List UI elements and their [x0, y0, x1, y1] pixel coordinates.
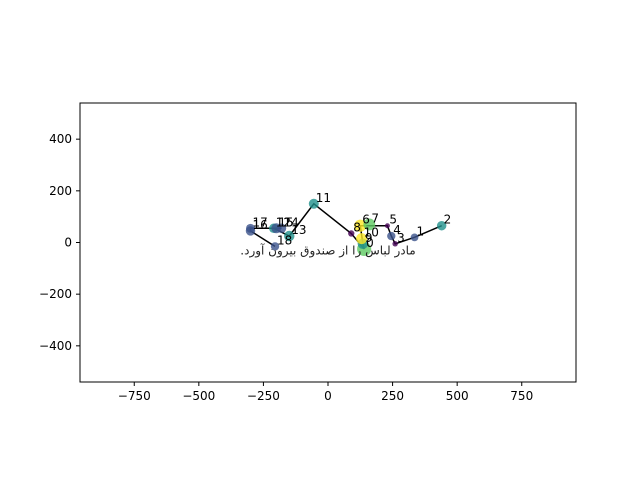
- scatter-point-5: [384, 223, 390, 229]
- point-label-3: 3: [397, 231, 405, 245]
- y-tick-label: 0: [64, 236, 72, 250]
- scatter-point-8: [348, 230, 355, 237]
- point-label-8: 8: [353, 220, 361, 234]
- y-tick-label: 200: [49, 184, 72, 198]
- x-tick-label: 750: [510, 389, 533, 403]
- point-label-11: 11: [316, 191, 331, 205]
- point-label-2: 2: [444, 213, 452, 227]
- scatter-point-3: [392, 241, 398, 247]
- point-label-1: 1: [417, 224, 425, 238]
- x-tick-label: 500: [446, 389, 469, 403]
- scatter-point-18: [270, 242, 280, 251]
- point-label-13: 13: [291, 223, 306, 237]
- scatter-point-1: [410, 233, 419, 242]
- point-label-14: 14: [284, 215, 299, 229]
- scatter-point-2: [436, 220, 447, 231]
- point-label-4: 4: [393, 223, 401, 237]
- data-points: [245, 198, 447, 257]
- point-label-5: 5: [389, 213, 397, 227]
- point-label-7: 7: [371, 211, 379, 225]
- y-tick-label: −400: [39, 339, 72, 353]
- point-label-12: 12: [276, 215, 291, 229]
- point-label-9: 9: [365, 231, 373, 245]
- scatter-point-10: [356, 233, 368, 245]
- scatter-point-4: [387, 231, 396, 241]
- x-tick-label: −250: [247, 389, 280, 403]
- y-tick-label: −200: [39, 287, 72, 301]
- scatter-point-13: [284, 230, 295, 242]
- scatter-point-7: [363, 218, 376, 231]
- scatter-point-11: [308, 198, 319, 209]
- scatter-point-6: [354, 219, 367, 232]
- scatter-point-17: [246, 223, 255, 233]
- point-label-0: 0: [366, 236, 374, 250]
- chart-caption: مادر لباس را از صندوق بیرون آورد.: [240, 242, 415, 258]
- x-tick-label: −500: [182, 389, 215, 403]
- point-label-15: 15: [278, 215, 293, 229]
- point-label-17: 17: [253, 215, 268, 229]
- x-tick-label: 0: [324, 389, 332, 403]
- plot-frame: [79, 102, 577, 383]
- point-label-18: 18: [277, 233, 292, 247]
- scatter-point-15: [271, 223, 282, 234]
- x-tick-label: 250: [381, 389, 404, 403]
- point-label-10: 10: [364, 226, 379, 240]
- point-label-6: 6: [362, 213, 370, 227]
- point-label-16: 16: [253, 218, 268, 232]
- x-tick-label: −750: [118, 389, 151, 403]
- y-tick-label: 400: [49, 132, 72, 146]
